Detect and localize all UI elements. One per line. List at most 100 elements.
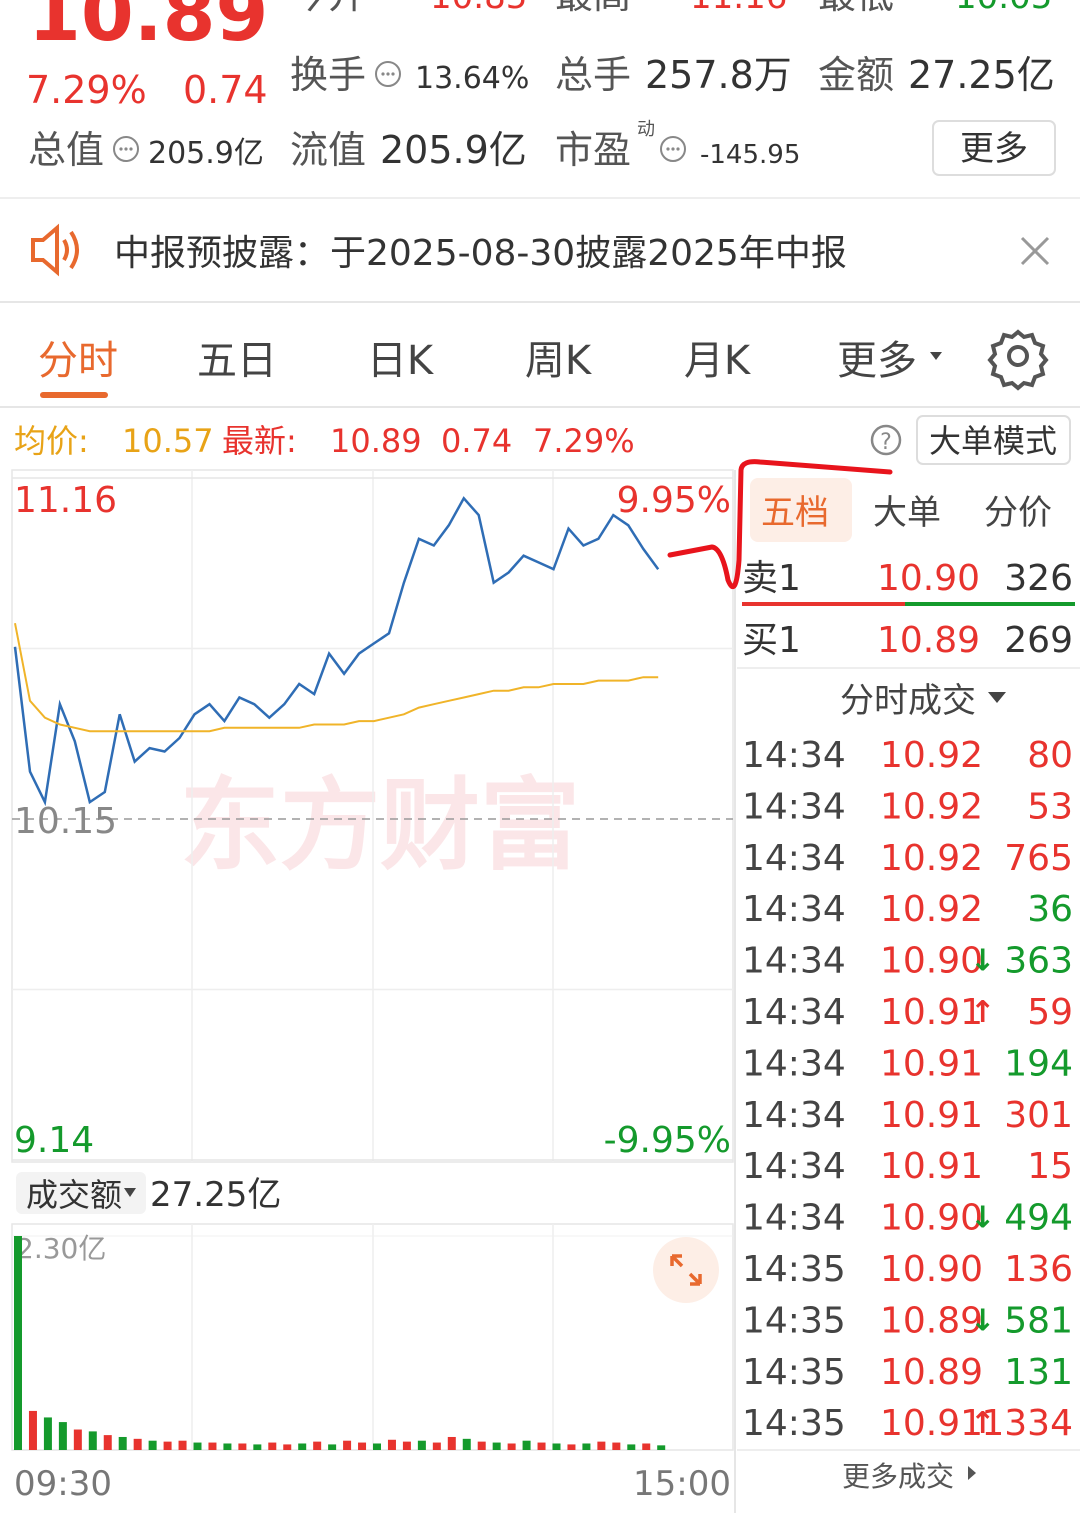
- tab[interactable]: 更多: [837, 338, 917, 384]
- trade-time: 14:34: [742, 1043, 846, 1084]
- volume-bar: [118, 1436, 127, 1450]
- trade-price: 10.89: [880, 1300, 983, 1341]
- change-pct: 7.29%: [26, 68, 147, 112]
- orderbook-tab[interactable]: 五档: [761, 493, 829, 533]
- volume-bar: [133, 1438, 142, 1450]
- volume-bar: [507, 1443, 516, 1450]
- stat-value: 257.8万: [645, 53, 792, 97]
- annotation-stroke: [667, 459, 893, 590]
- tab[interactable]: 分时: [38, 338, 118, 384]
- volume-bar: [627, 1444, 636, 1450]
- settings-icon[interactable]: [987, 329, 1049, 391]
- dropdown-bg[interactable]: [16, 1172, 146, 1214]
- trade-time: 14:34: [742, 1095, 846, 1136]
- trade-volume: 36: [1027, 889, 1073, 930]
- info-icon-dot: [676, 147, 680, 151]
- volume-bar: [432, 1442, 441, 1450]
- trade-price: 10.92: [880, 735, 983, 776]
- mode-button[interactable]: [916, 415, 1071, 465]
- volume-bar: [73, 1429, 82, 1450]
- last-value: 10.89: [330, 422, 422, 460]
- trade-volume: 15: [1027, 1146, 1073, 1187]
- avg-value: 10.57: [122, 422, 214, 460]
- change: 0.74: [183, 68, 268, 112]
- trade-price: 10.91: [880, 1403, 983, 1444]
- volume-bar: [387, 1439, 396, 1450]
- y-tick-label: 10.15: [14, 801, 117, 842]
- info-icon-dot: [119, 147, 123, 151]
- trade-price: 10.91: [880, 1146, 983, 1187]
- trade-time: 14:34: [742, 838, 846, 879]
- volume-bar: [642, 1443, 651, 1450]
- tab[interactable]: 日K: [367, 338, 435, 384]
- volume-bar: [43, 1417, 52, 1450]
- volume-bar: [208, 1442, 217, 1450]
- trade-direction: ↑: [970, 1406, 995, 1441]
- volume-bar: [373, 1443, 381, 1450]
- y2-tick-label: 9.95%: [617, 480, 731, 521]
- volume-bar: [447, 1436, 456, 1450]
- more-button[interactable]: [932, 120, 1056, 176]
- volume-bar: [103, 1435, 112, 1450]
- trade-volume: 80: [1027, 735, 1073, 776]
- trade-direction: ↓: [970, 944, 995, 979]
- volume-bar: [612, 1442, 621, 1450]
- dropdown-caret: [930, 352, 942, 360]
- tab[interactable]: 周K: [525, 338, 593, 384]
- trade-direction: ↓: [970, 1303, 995, 1338]
- x-tick-label: 09:30: [14, 1464, 112, 1504]
- trade-direction: ↑: [970, 995, 995, 1030]
- help-icon[interactable]: [870, 424, 902, 456]
- stat-label: 总值: [28, 128, 104, 172]
- volume-total: 27.25亿: [150, 1175, 281, 1215]
- volume-bar: [223, 1443, 232, 1450]
- tab-underline: [40, 392, 108, 398]
- change-pct-value: 7.29%: [533, 422, 635, 460]
- volume-bar: [492, 1442, 501, 1450]
- volume-selector[interactable]: 成交额: [26, 1176, 122, 1214]
- tab[interactable]: 月K: [684, 338, 752, 384]
- info-icon-dot: [386, 72, 390, 76]
- expand-button[interactable]: [653, 1237, 719, 1303]
- stat-value: 11.16: [690, 0, 787, 17]
- volume-bar: [477, 1441, 486, 1450]
- tab[interactable]: 五日: [197, 338, 277, 384]
- trade-time: 14:34: [742, 735, 846, 776]
- trade-time: 14:34: [742, 992, 846, 1033]
- orderbook-tab[interactable]: 大单: [873, 493, 941, 533]
- volume-bar: [253, 1444, 262, 1450]
- volume-bar: [597, 1441, 606, 1450]
- close-icon[interactable]: [1020, 236, 1050, 266]
- trade-volume: 136: [1004, 1249, 1073, 1290]
- volume-bar: [567, 1444, 576, 1450]
- trade-price: 10.91: [880, 1095, 983, 1136]
- more-button-label: 更多: [960, 129, 1028, 169]
- volume-bar: [358, 1442, 367, 1450]
- orderbook-tab[interactable]: 分价: [984, 493, 1052, 533]
- trade-volume: 765: [1004, 838, 1073, 879]
- orderbook-price: 10.89: [877, 620, 980, 661]
- stat-value: 13.64%: [415, 61, 529, 96]
- trade-time: 14:35: [742, 1352, 846, 1393]
- watermark: 东方财富: [180, 767, 580, 884]
- trade-price: 10.89: [880, 1352, 983, 1393]
- avg-label: 均价:: [14, 422, 89, 460]
- stat-value: 205.9亿: [148, 136, 264, 171]
- dropdown-caret: [988, 692, 1006, 703]
- volume-bar: [283, 1444, 292, 1450]
- notice-text: 中报预披露：于2025-08-30披露2025年中报: [114, 233, 847, 274]
- volume-bar: [552, 1443, 561, 1450]
- stat-label: 今开: [290, 0, 366, 17]
- trade-price: 10.90: [880, 1249, 983, 1290]
- trade-volume: 53: [1027, 786, 1073, 827]
- volume-bar: [178, 1440, 187, 1450]
- trade-volume: 1334: [981, 1403, 1073, 1444]
- trade-volume: 581: [1004, 1300, 1073, 1341]
- mode-button-label: 大单模式: [929, 422, 1057, 460]
- more-trades-link[interactable]: 更多成交: [842, 1460, 954, 1493]
- trade-price: 10.90: [880, 941, 983, 982]
- info-icon-dot: [381, 72, 385, 76]
- volume-bar: [298, 1443, 307, 1450]
- last-price: 10.89: [28, 0, 268, 58]
- trade-direction: ↓: [970, 1201, 995, 1236]
